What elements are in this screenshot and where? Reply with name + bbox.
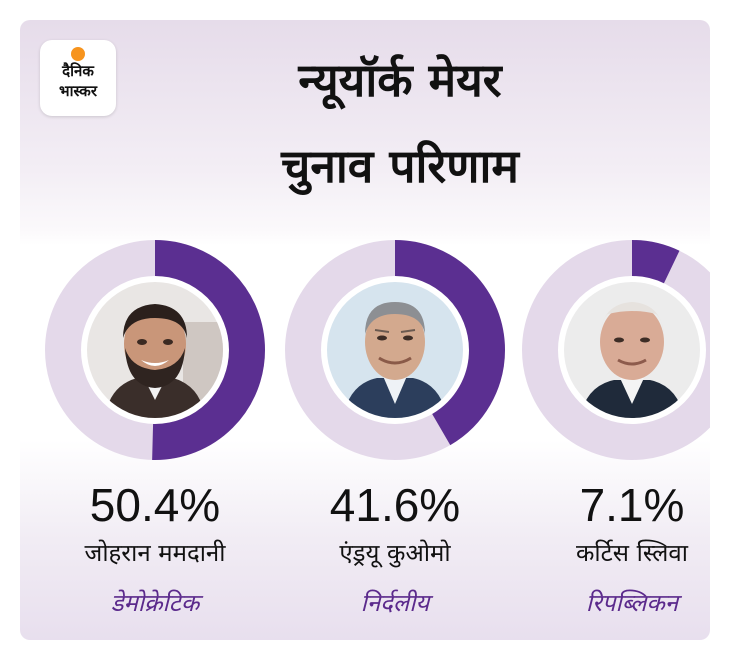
donut-arc [45, 240, 265, 460]
candidate-name: एंड्रयू कुओमो [339, 539, 451, 567]
party-label: डेमोक्रेटिक [110, 589, 200, 617]
vote-share-donut [285, 240, 505, 460]
candidate-card: 41.6% एंड्रयू कुओमो निर्दलीय [280, 240, 510, 640]
candidate-portrait [327, 282, 463, 418]
candidate-name: जोहरान ममदानी [84, 539, 226, 567]
donut-arc [285, 240, 505, 460]
logo-text-line1: दैनिक [62, 62, 94, 80]
vote-share-donut [45, 240, 265, 460]
party-label: निर्दलीय [360, 589, 430, 617]
candidate-portrait [564, 282, 700, 418]
page-title-line1: न्यूयॉर्क मेयर [298, 53, 502, 107]
donut-arc [522, 240, 710, 460]
page-title-line2: चुनाव परिणाम [281, 139, 519, 193]
vote-percentage: 7.1% [579, 479, 685, 531]
vote-percentage: 41.6% [329, 479, 461, 531]
sun-icon [71, 47, 85, 61]
candidate-card: 7.1% कर्टिस स्लिवा रिपब्लिकन [517, 240, 710, 640]
vote-share-donut [522, 240, 710, 460]
candidate-portrait [87, 282, 223, 418]
logo-text-line2: भास्कर [59, 82, 97, 100]
candidate-name: कर्टिस स्लिवा [576, 539, 688, 567]
candidate-card: 50.4% जोहरान ममदानी डेमोक्रेटिक [40, 240, 270, 640]
vote-percentage: 50.4% [89, 479, 221, 531]
dainik-bhaskar-logo: दैनिक भास्कर [40, 40, 116, 116]
party-label: रिपब्लिकन [585, 589, 679, 617]
results-card: दैनिक भास्कर न्यूयॉर्क मेयर चुनाव परिणाम [20, 20, 710, 640]
